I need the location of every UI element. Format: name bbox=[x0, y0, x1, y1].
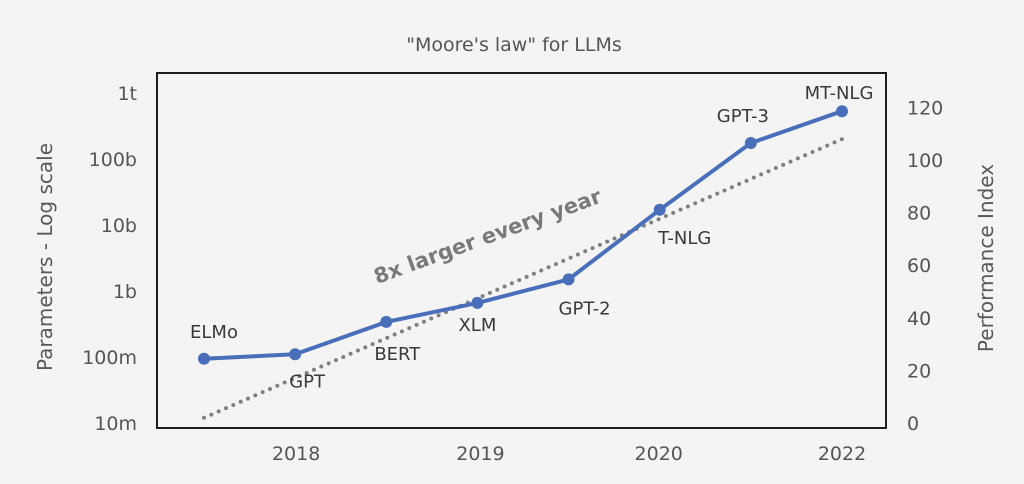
plot-area-frame bbox=[156, 72, 887, 429]
right-tick-label: 120 bbox=[907, 97, 943, 119]
data-point-mt-nlg bbox=[836, 105, 848, 118]
point-label-bert: BERT bbox=[374, 344, 421, 365]
right-tick-label: 20 bbox=[907, 360, 931, 382]
x-tick-label: 2020 bbox=[635, 443, 683, 465]
data-point-gpt-3 bbox=[744, 136, 757, 149]
point-label-xlm: XLM bbox=[458, 315, 496, 336]
data-point-elmo bbox=[198, 352, 210, 365]
left-tick-label: 1b bbox=[113, 281, 137, 303]
x-tick-label: 2018 bbox=[272, 443, 320, 465]
data-point-t-nlg bbox=[653, 203, 666, 216]
right-tick-label: 40 bbox=[907, 308, 931, 330]
point-label-mt-nlg: MT-NLG bbox=[805, 83, 874, 104]
series-line bbox=[203, 109, 843, 361]
left-tick-label: 10m bbox=[94, 413, 137, 435]
data-point-gpt-2 bbox=[562, 273, 575, 286]
x-tick-label: 2022 bbox=[818, 443, 866, 465]
right-tick-label: 100 bbox=[907, 150, 943, 172]
data-point-gpt bbox=[289, 348, 302, 361]
x-tick-label: 2019 bbox=[456, 443, 504, 465]
data-point-xlm bbox=[471, 296, 484, 309]
trend-annotation: 8x larger every year bbox=[371, 184, 605, 289]
right-axis-title: Performance Index bbox=[974, 164, 998, 352]
left-tick-label: 1t bbox=[117, 83, 137, 105]
point-label-gpt-3: GPT-3 bbox=[717, 106, 769, 127]
point-label-t-nlg: T-NLG bbox=[657, 228, 711, 249]
data-point-bert bbox=[380, 315, 393, 328]
right-tick-label: 80 bbox=[907, 203, 931, 225]
right-tick-label: 0 bbox=[907, 413, 919, 435]
point-label-elmo: ELMo bbox=[190, 322, 238, 343]
left-tick-label: 100m bbox=[82, 347, 137, 369]
point-label-gpt-2: GPT-2 bbox=[559, 298, 611, 319]
left-axis-title: Parameters - Log scale bbox=[33, 143, 57, 371]
right-tick-label: 60 bbox=[907, 255, 931, 277]
left-tick-label: 10b bbox=[101, 215, 137, 237]
left-tick-label: 100b bbox=[89, 149, 137, 171]
point-label-gpt: GPT bbox=[289, 371, 326, 392]
chart-title: "Moore's law" for LLMs bbox=[406, 34, 622, 56]
